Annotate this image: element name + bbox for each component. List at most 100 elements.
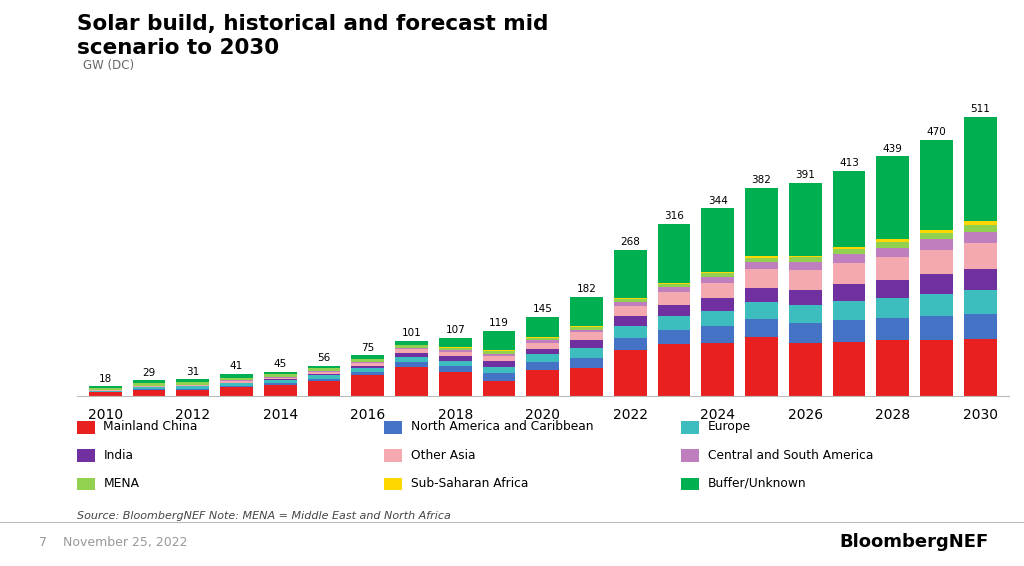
Bar	[788, 256, 821, 258]
Text: 382: 382	[752, 175, 771, 185]
Bar	[701, 277, 734, 283]
Bar	[439, 350, 472, 352]
Bar	[307, 381, 340, 396]
Bar	[307, 379, 340, 381]
Bar	[526, 349, 559, 354]
Bar	[613, 302, 646, 306]
Bar	[745, 187, 778, 256]
Text: Buffer/Unknown: Buffer/Unknown	[708, 477, 806, 490]
Bar	[920, 316, 953, 340]
Bar	[132, 389, 166, 396]
Bar	[788, 270, 821, 290]
Text: 413: 413	[839, 158, 859, 168]
Bar	[264, 383, 297, 385]
Bar	[570, 368, 603, 396]
Bar	[920, 230, 953, 233]
Bar	[701, 342, 734, 396]
Bar	[613, 338, 646, 350]
Bar	[132, 388, 166, 389]
Text: 344: 344	[708, 196, 728, 205]
Text: Sub-Saharan Africa: Sub-Saharan Africa	[411, 477, 528, 490]
Text: 391: 391	[796, 170, 815, 180]
Bar	[657, 282, 690, 284]
Text: 511: 511	[971, 104, 990, 114]
Bar	[833, 301, 865, 320]
Bar	[657, 224, 690, 282]
Bar	[395, 367, 428, 396]
Bar	[964, 269, 996, 290]
Bar	[745, 256, 778, 258]
Bar	[132, 386, 166, 387]
Bar	[745, 319, 778, 337]
Bar	[526, 354, 559, 362]
Bar	[613, 306, 646, 316]
Text: BloombergNEF: BloombergNEF	[839, 533, 988, 551]
Bar	[877, 239, 909, 242]
Bar	[701, 283, 734, 298]
Bar	[526, 341, 559, 342]
Bar	[964, 339, 996, 396]
Bar	[657, 344, 690, 396]
Bar	[657, 316, 690, 330]
Bar	[833, 247, 865, 248]
Bar	[482, 373, 515, 381]
Bar	[877, 156, 909, 239]
Bar	[220, 378, 253, 380]
Bar	[482, 356, 515, 361]
Text: 182: 182	[577, 284, 596, 294]
Bar	[220, 387, 253, 396]
Bar	[176, 388, 209, 389]
Bar	[745, 258, 778, 263]
Bar	[482, 361, 515, 367]
Text: North America and Caribbean: North America and Caribbean	[411, 420, 593, 433]
Bar	[439, 372, 472, 396]
Bar	[220, 381, 253, 383]
Bar	[482, 381, 515, 396]
Bar	[964, 243, 996, 269]
Text: 29: 29	[142, 368, 156, 378]
Bar	[264, 374, 297, 377]
Text: 101: 101	[401, 328, 421, 338]
Bar	[964, 221, 996, 225]
Bar	[877, 248, 909, 257]
Bar	[788, 263, 821, 270]
Bar	[220, 386, 253, 387]
Text: 56: 56	[317, 353, 331, 363]
Bar	[788, 342, 821, 396]
Bar	[964, 314, 996, 339]
Text: 7    November 25, 2022: 7 November 25, 2022	[39, 536, 187, 548]
Bar	[701, 311, 734, 326]
Bar	[307, 375, 340, 379]
Bar	[570, 358, 603, 368]
Bar	[964, 117, 996, 221]
Text: Europe: Europe	[708, 420, 751, 433]
Bar	[920, 294, 953, 316]
Text: 41: 41	[229, 361, 243, 371]
Bar	[877, 242, 909, 248]
Bar	[526, 317, 559, 337]
Bar	[745, 269, 778, 288]
Bar	[351, 359, 384, 362]
Bar	[264, 380, 297, 383]
Bar	[920, 139, 953, 230]
Bar	[613, 250, 646, 298]
Bar	[395, 348, 428, 349]
Bar	[307, 366, 340, 368]
Bar	[657, 287, 690, 292]
Bar	[395, 349, 428, 353]
Bar	[920, 239, 953, 250]
Bar	[788, 323, 821, 342]
Bar	[701, 298, 734, 311]
Bar	[482, 354, 515, 356]
Bar	[439, 361, 472, 366]
Bar	[964, 225, 996, 232]
Bar	[526, 338, 559, 341]
Bar	[264, 378, 297, 379]
Bar	[920, 340, 953, 396]
Bar	[482, 351, 515, 354]
Text: Mainland China: Mainland China	[103, 420, 198, 433]
Bar	[264, 379, 297, 380]
Bar	[570, 329, 603, 332]
Bar	[220, 383, 253, 386]
Text: 75: 75	[361, 342, 375, 353]
